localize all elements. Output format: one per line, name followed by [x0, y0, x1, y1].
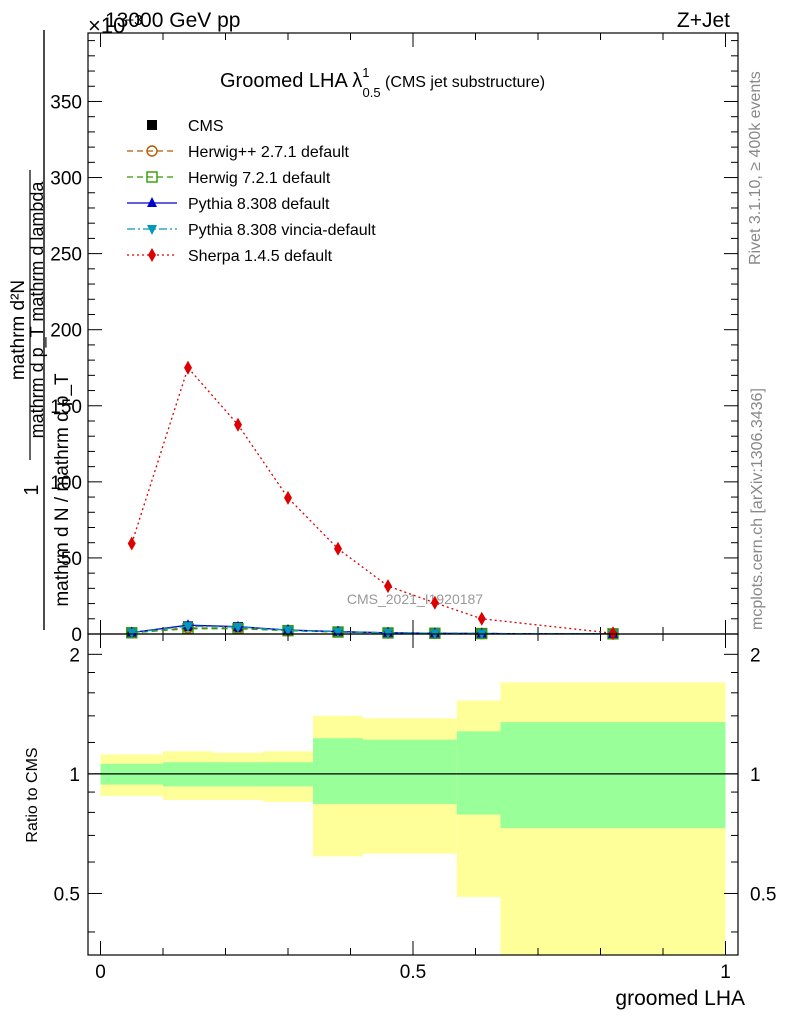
stat-uncertainty-band [500, 722, 726, 829]
x-axis-label: groomed LHA [615, 987, 745, 1010]
ratio-y-tick-label: 2 [69, 645, 80, 666]
legend-label: Pythia 8.308 default [188, 196, 330, 213]
series-pythia-8-308-default [126, 619, 618, 638]
legend-label: Herwig 7.2.1 default [188, 170, 331, 187]
series-line [131, 625, 614, 635]
marker-diamond [234, 417, 242, 432]
stat-uncertainty-band [363, 739, 413, 804]
legend-item: Herwig 7.2.1 default [127, 170, 331, 187]
ratio-y-tick-label: 0.5 [54, 884, 80, 905]
marker-diamond [477, 611, 486, 626]
y-tick-label: 50 [61, 549, 82, 570]
marker-diamond [184, 360, 192, 375]
marker-triangle-down [233, 623, 243, 634]
exponent-label: ×10−3 [88, 12, 142, 38]
y-tick-label: 0 [71, 625, 82, 646]
beam-label: 13000 GeV pp [105, 9, 240, 32]
marker-triangle-down [283, 626, 293, 637]
marker-triangle-up [147, 197, 157, 207]
legend-label: Herwig++ 2.7.1 default [188, 144, 350, 161]
legend-label: Pythia 8.308 vincia-default [188, 222, 376, 239]
ratio-y-tick-label-right: 2 [750, 645, 761, 666]
marker-diamond [148, 248, 156, 262]
main-frame [87, 32, 739, 635]
x-tick-label: 0.5 [400, 962, 426, 983]
y-label-numerator: 1 [21, 484, 43, 495]
legend-item: Sherpa 1.4.5 default [127, 248, 333, 265]
marker-diamond [384, 579, 392, 594]
y-tick-label: 100 [50, 473, 82, 494]
marker-triangle-down [147, 225, 157, 235]
process-label: Z+Jet [677, 9, 730, 32]
legend-label: CMS [188, 118, 224, 135]
legend-item: Herwig++ 2.7.1 default [127, 144, 350, 161]
main-y-label: 1 mathrm d²N mathrm d p_T mathrm d lambd… [8, 30, 73, 630]
mcplots-label: mcplots.cern.ch [arXiv:1306.3436] [749, 388, 766, 630]
marker-diamond [609, 626, 617, 641]
marker-square [147, 120, 157, 130]
y-tick-label: 250 [50, 245, 82, 266]
ratio-y-axis: 0.5 0.5 1 1 2 2 [54, 645, 776, 933]
legend: CMS Herwig++ 2.7.1 default Herwig 7.2.1 de… [127, 118, 376, 265]
ratio-y-tick-label: 1 [69, 765, 80, 786]
plot-title: Groomed LHA λ1 0.5 (CMS jet substructure) [220, 65, 545, 100]
stat-uncertainty-band [413, 739, 457, 804]
marker-diamond [334, 541, 342, 556]
marker-square-open [146, 171, 158, 183]
marker-diamond [284, 490, 292, 505]
series-pythia-8-308-vincia-default [126, 622, 618, 640]
legend-item: CMS [147, 118, 224, 135]
ratio-y-tick-label-right: 1 [750, 765, 761, 786]
marker-circle-open [146, 145, 158, 157]
marker-diamond [430, 595, 439, 610]
stat-uncertainty-band [456, 731, 501, 815]
y-label-outer-den: mathrm d N / mathrm d p_T [52, 373, 73, 607]
rivet-label: Rivet 3.1.10, ≥ 400k events [747, 71, 764, 265]
ratio-x-axis: 0 0.5 1 [95, 634, 731, 983]
x-tick-label: 1 [720, 962, 731, 983]
y-tick-label: 150 [50, 397, 82, 418]
series-sherpa-1-4-5-default [127, 360, 617, 641]
analysis-watermark: CMS_2021_I1920187 [347, 591, 483, 607]
legend-item: Pythia 8.308 default [127, 196, 330, 213]
ratio-bands [100, 682, 726, 955]
y-tick-label: 300 [50, 169, 82, 190]
marker-triangle-down [333, 627, 343, 638]
legend-item: Pythia 8.308 vincia-default [127, 222, 376, 239]
main-y-axis: 0 50 100 150 200 250 300 350 [50, 40, 738, 646]
y-label-inner-num: mathrm d²N [8, 280, 29, 380]
main-x-axis [100, 33, 726, 634]
y-label-inner-den: mathrm d p_T mathrm d lambda [27, 181, 48, 439]
legend-label: Sherpa 1.4.5 default [188, 248, 333, 265]
ratio-y-tick-label-right: 0.5 [750, 884, 776, 905]
x-tick-label: 0 [95, 962, 106, 983]
y-tick-label: 200 [50, 321, 82, 342]
series-cms [126, 621, 618, 639]
stat-uncertainty-band [313, 738, 363, 804]
y-tick-label: 350 [50, 92, 82, 113]
marker-diamond [127, 536, 136, 551]
ratio-y-label: Ratio to CMS [24, 747, 41, 842]
ratio-plot-panel: 0.5 0.51 12 2 0 0.5 1 Ratio to CMS groomed LH… [24, 633, 776, 1010]
marker-triangle-down [183, 622, 193, 633]
